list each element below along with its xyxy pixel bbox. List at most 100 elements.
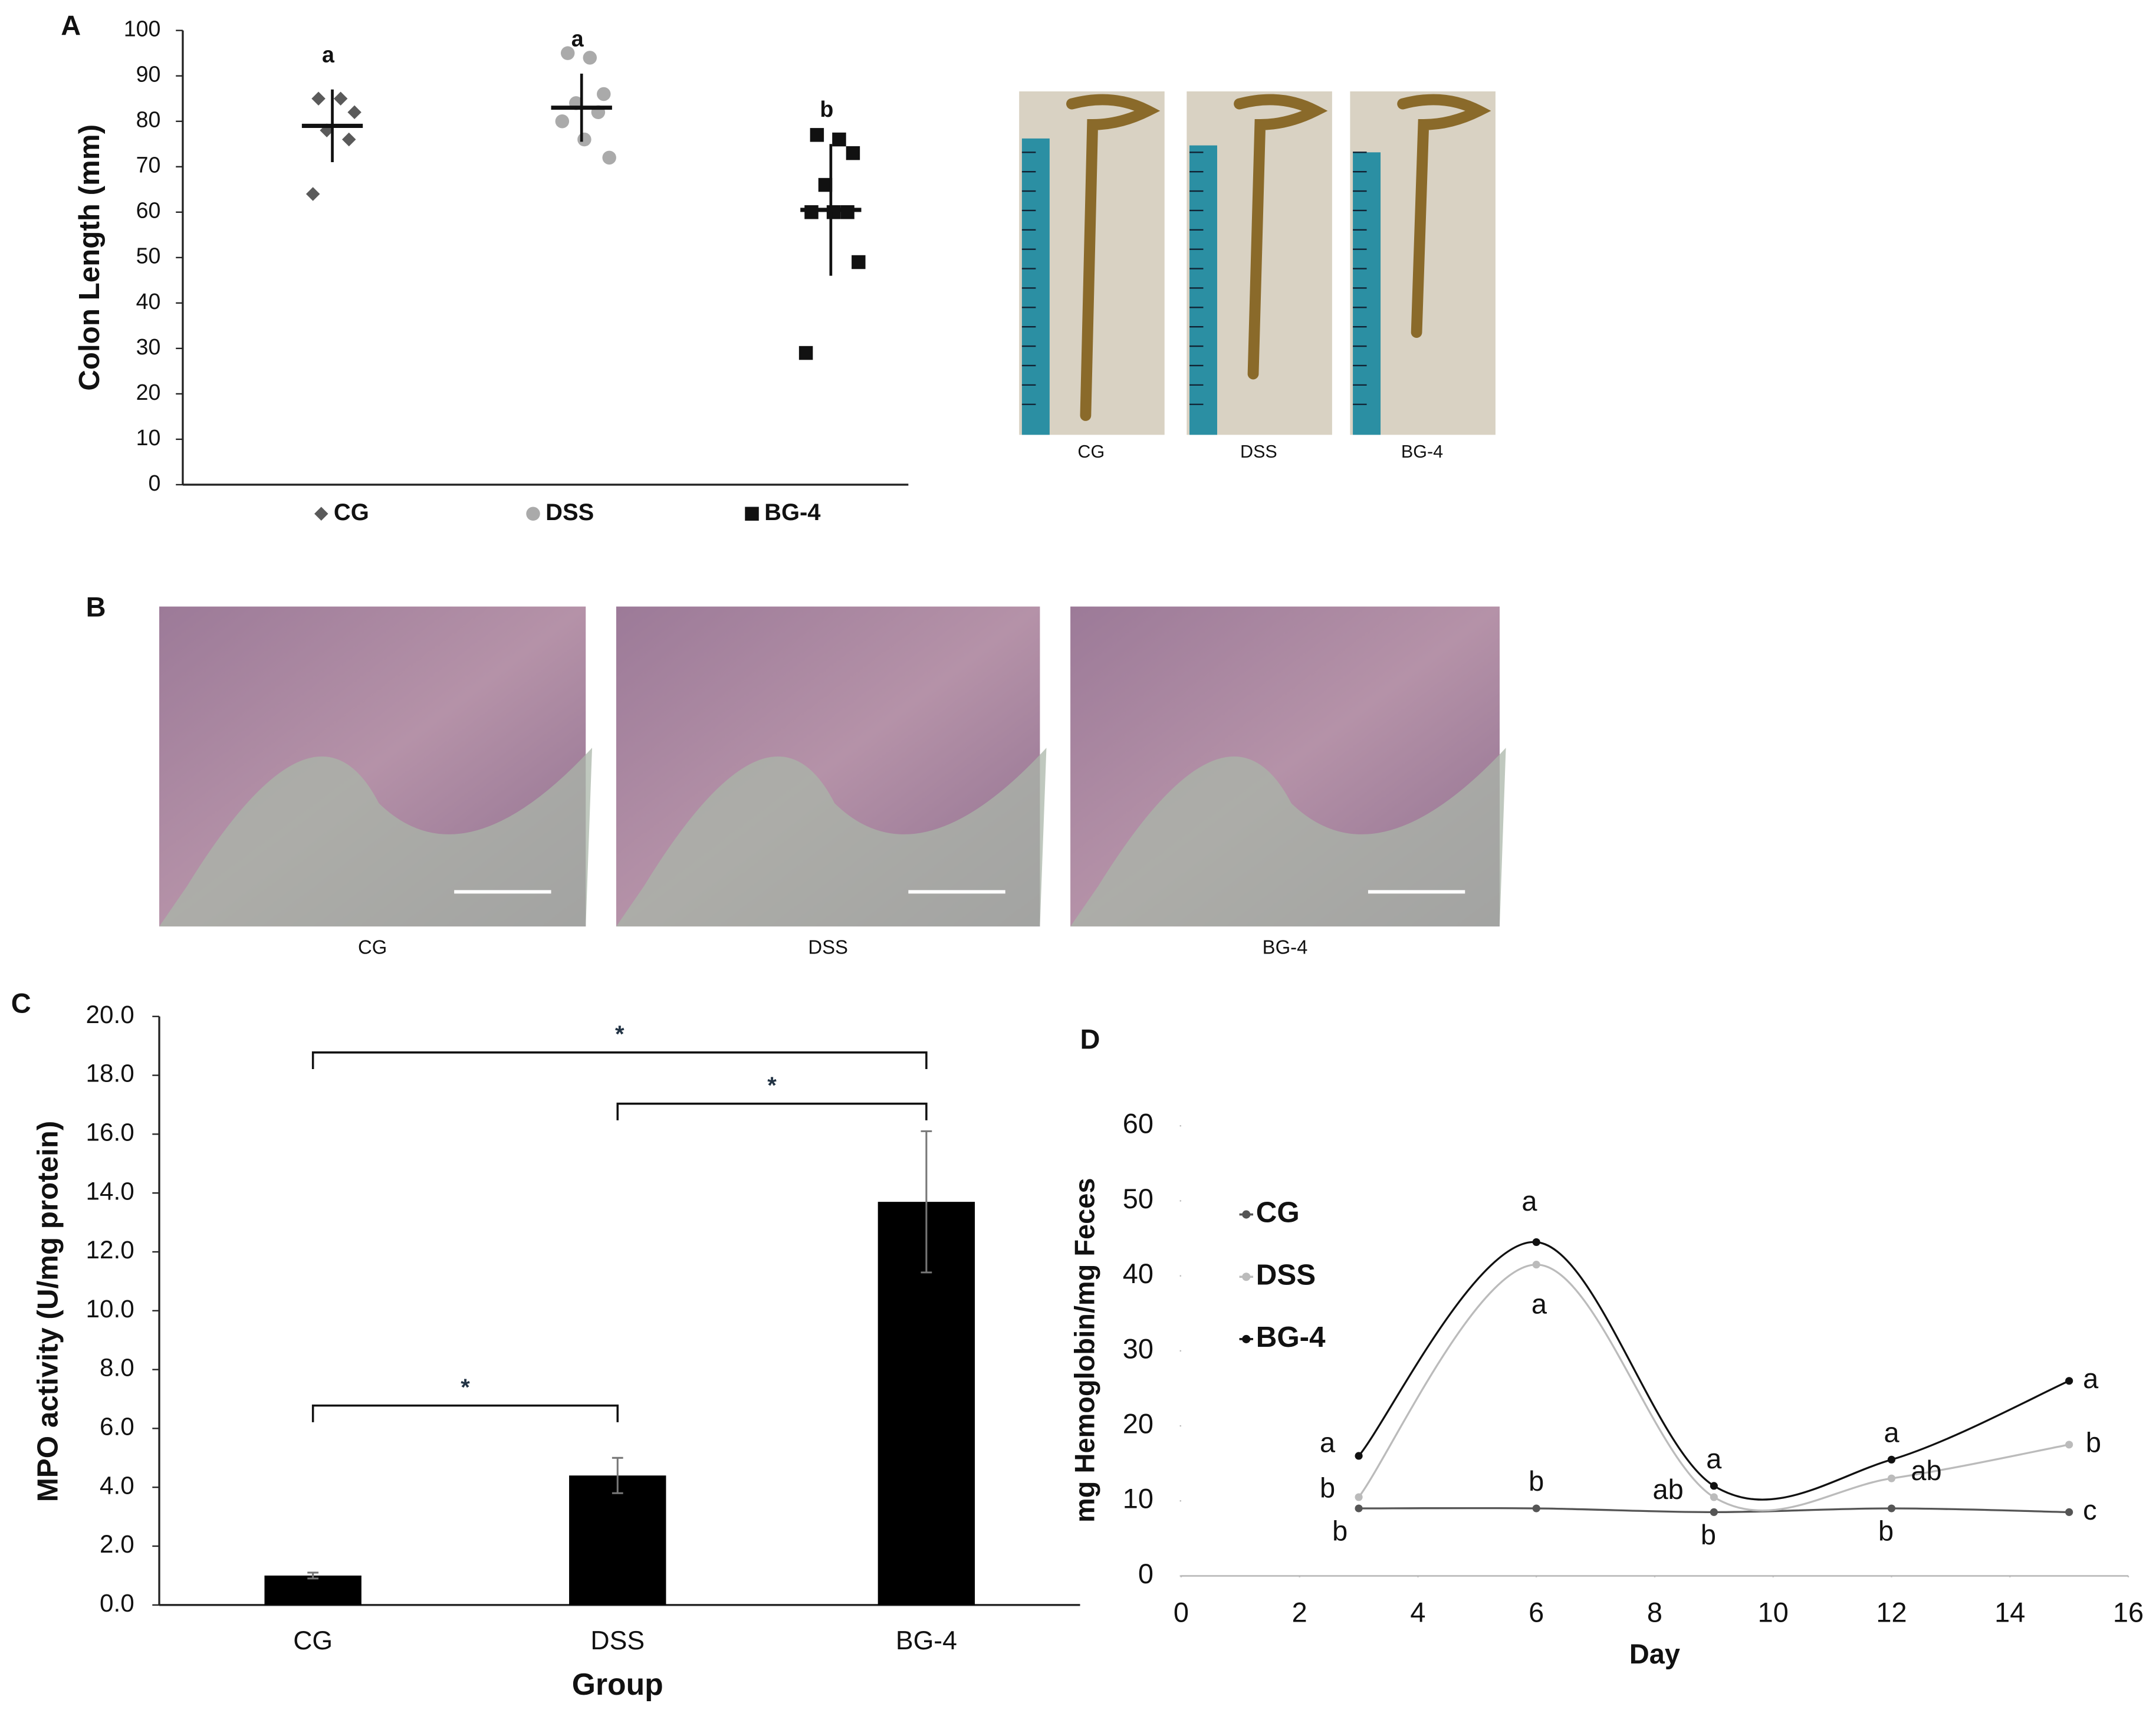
y-tick-label: 2.0 xyxy=(100,1530,134,1558)
data-point xyxy=(826,205,841,219)
y-tick-label: 16.0 xyxy=(86,1119,134,1146)
legend-label: BG-4 xyxy=(1256,1321,1326,1353)
data-point xyxy=(1887,1455,1896,1464)
data-point xyxy=(1532,1504,1540,1513)
data-point xyxy=(1710,1482,1718,1490)
data-point xyxy=(1355,1493,1363,1501)
point-letter: b xyxy=(1878,1515,1894,1547)
data-point xyxy=(1532,1238,1540,1247)
significance-star: * xyxy=(615,1021,625,1047)
y-tick-label: 50 xyxy=(136,244,161,268)
point-letter: b xyxy=(1320,1472,1335,1504)
data-point xyxy=(333,91,348,106)
data-point xyxy=(2065,1377,2073,1385)
point-letter: a xyxy=(1706,1443,1722,1474)
photo-caption: BG-4 xyxy=(1401,442,1443,462)
data-point xyxy=(1887,1474,1896,1482)
data-point xyxy=(1887,1504,1896,1513)
y-tick-label: 90 xyxy=(136,62,161,87)
ruler xyxy=(1353,152,1381,435)
x-tick-label: 16 xyxy=(2113,1597,2144,1628)
error-bar xyxy=(307,1571,319,1580)
x-axis-title: Group xyxy=(572,1667,663,1701)
legend-label: CG xyxy=(1256,1196,1300,1229)
legend-marker xyxy=(1242,1210,1251,1219)
data-point xyxy=(341,132,356,147)
data-point xyxy=(1710,1508,1718,1516)
data-line xyxy=(1358,1263,2069,1512)
y-tick-label: 0.0 xyxy=(100,1589,134,1617)
colon xyxy=(1234,94,1328,380)
y-tick-label: 20 xyxy=(1123,1408,1153,1439)
data-point xyxy=(840,205,854,219)
y-tick-label: 100 xyxy=(124,17,161,41)
legend-marker xyxy=(1242,1334,1251,1343)
x-tick-label: BG-4 xyxy=(896,1626,957,1655)
y-axis-title: MPO activity (U/mg protein) xyxy=(32,1121,64,1502)
x-tick-label: 12 xyxy=(1876,1597,1907,1628)
y-tick-label: 60 xyxy=(136,198,161,223)
y-tick-label: 10 xyxy=(136,425,161,450)
data-point xyxy=(583,51,597,65)
lumen xyxy=(616,748,1047,927)
y-tick-label: 70 xyxy=(136,153,161,177)
data-point xyxy=(560,46,575,60)
y-axis-title: mg Hemoglobin/mg Feces xyxy=(1069,1178,1100,1522)
significance-bracket xyxy=(616,1102,928,1120)
data-point xyxy=(1355,1504,1363,1513)
data-point xyxy=(1355,1452,1363,1460)
photo-caption: DSS xyxy=(1240,442,1277,462)
data-point xyxy=(555,114,570,129)
legend-marker xyxy=(1242,1273,1251,1281)
y-tick-label: 40 xyxy=(136,289,161,314)
data-point xyxy=(577,132,591,147)
y-tick-label: 80 xyxy=(136,107,161,132)
data-point xyxy=(810,128,824,142)
point-letter: ab xyxy=(1652,1474,1683,1505)
data-point xyxy=(305,187,320,201)
y-tick-label: 60 xyxy=(1123,1108,1153,1139)
y-tick-label: 20 xyxy=(136,380,161,405)
y-tick-label: 10.0 xyxy=(86,1295,134,1323)
legend-label: CG xyxy=(334,499,369,525)
x-tick-label: 6 xyxy=(1529,1597,1544,1628)
data-point xyxy=(804,205,819,219)
y-tick-label: 8.0 xyxy=(100,1354,134,1382)
y-tick-label: 50 xyxy=(1123,1183,1153,1214)
point-letter: b xyxy=(1332,1515,1348,1547)
x-tick-label: 2 xyxy=(1292,1597,1307,1628)
point-letter: a xyxy=(1521,1185,1537,1216)
panel-label: C xyxy=(11,987,31,1018)
photo-caption: CG xyxy=(1077,442,1105,462)
legend-label: DSS xyxy=(545,499,594,525)
legend-label: BG-4 xyxy=(764,499,820,525)
point-letter: b xyxy=(1701,1519,1716,1550)
legend-marker xyxy=(314,507,328,521)
y-tick-label: 6.0 xyxy=(100,1413,134,1441)
lumen xyxy=(1070,748,1506,927)
colon xyxy=(1066,94,1161,421)
y-tick-label: 0 xyxy=(148,471,160,495)
data-point xyxy=(1710,1493,1718,1501)
x-tick-label: 0 xyxy=(1174,1597,1189,1628)
significance-letter: b xyxy=(820,97,833,121)
colon xyxy=(1397,94,1491,338)
data-point xyxy=(798,346,813,360)
legend-marker xyxy=(745,507,759,521)
data-point xyxy=(846,146,860,160)
error-bar xyxy=(612,1456,623,1494)
data-point xyxy=(852,255,866,269)
y-tick-label: 14.0 xyxy=(86,1177,134,1205)
y-tick-label: 12.0 xyxy=(86,1236,134,1264)
panel-label: D xyxy=(1080,1023,1100,1054)
point-letter: a xyxy=(1531,1288,1547,1319)
panel-label: B xyxy=(86,591,106,623)
point-letter: b xyxy=(2086,1426,2101,1458)
point-letter: a xyxy=(1320,1427,1336,1458)
data-point xyxy=(832,132,846,147)
y-tick-label: 20.0 xyxy=(86,1001,134,1028)
data-line xyxy=(1358,1241,2070,1501)
x-tick-label: 10 xyxy=(1758,1597,1789,1628)
data-point xyxy=(602,150,616,165)
